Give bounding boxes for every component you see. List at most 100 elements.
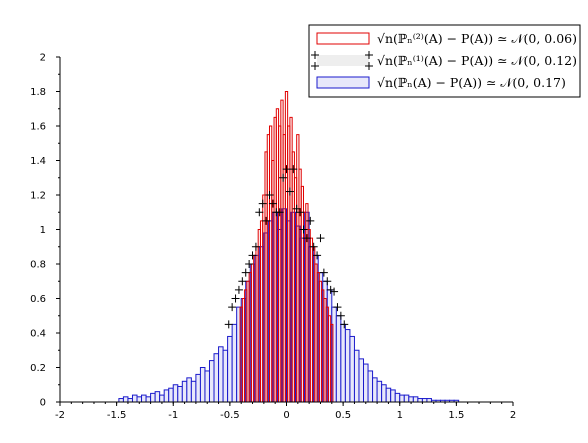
blue-histogram-bar <box>186 377 192 403</box>
blue-histogram-bar <box>335 315 342 403</box>
blue-histogram-bar <box>159 394 165 403</box>
plus-marker <box>241 268 250 277</box>
blue-histogram-bar <box>213 353 220 403</box>
x-tick-label: -0.5 <box>220 410 240 421</box>
blue-histogram-bar <box>408 396 414 403</box>
blue-histogram-bar <box>145 396 152 403</box>
blue-histogram-bar <box>204 370 210 403</box>
plus-marker <box>231 294 240 303</box>
plus-marker <box>292 204 301 213</box>
blue-histogram-bar <box>122 396 129 403</box>
plus-marker <box>340 320 349 329</box>
x-tick-label: 0.5 <box>335 410 351 421</box>
plus-marker <box>333 303 342 312</box>
plus-marker <box>302 234 311 243</box>
blue-histogram-bar <box>208 360 215 403</box>
blue-histogram-bar <box>154 391 161 403</box>
blue-histogram-bar <box>199 367 206 403</box>
y-tick-label: 1 <box>40 225 46 236</box>
blue-histogram-bar <box>177 385 183 403</box>
plus-marker <box>262 216 271 225</box>
blue-histogram-bar <box>381 384 387 403</box>
plus-marker <box>279 173 288 182</box>
blue-histogram-bar <box>222 349 229 403</box>
y-tick-label: 1.2 <box>30 191 46 202</box>
legend-label: √n(ℙₙ(A) − P(A)) ≃ 𝒩(0, 0.17) <box>377 75 566 90</box>
blue-histogram-bar <box>363 363 369 403</box>
x-tick-label: 2 <box>510 410 516 421</box>
y-tick-label: 1.8 <box>30 87 46 98</box>
blue-histogram-bar <box>118 398 124 403</box>
blue-histogram-bar <box>172 384 179 403</box>
legend-label: √n(ℙₙ⁽²⁾(A) − P(A)) ≃ 𝒩(0, 0.06) <box>377 31 577 46</box>
legend-swatch-blue <box>316 76 370 89</box>
plus-marker <box>275 208 284 217</box>
plus-marker <box>268 199 277 208</box>
blue-histogram-bar <box>218 346 224 403</box>
blue-histogram-bar <box>141 394 147 403</box>
blue-histogram-bar <box>367 370 374 403</box>
blue-histogram-bar <box>127 398 133 403</box>
plus-marker <box>248 251 257 260</box>
blue-histogram-bar <box>136 396 143 403</box>
blue-histogram-bar <box>394 392 401 403</box>
plus-marker <box>296 208 305 217</box>
y-tick-label: 0.4 <box>30 329 46 340</box>
plus-marker <box>258 199 267 208</box>
blue-histogram-bar <box>195 373 201 403</box>
y-tick-label: 0.6 <box>30 294 46 305</box>
blue-histogram-bar <box>390 389 396 403</box>
plus-marker <box>289 165 298 174</box>
blue-histogram-bar <box>181 380 188 403</box>
x-tick-label: 1 <box>397 410 403 421</box>
plus-marker <box>330 287 339 296</box>
plus-marker <box>316 234 325 243</box>
blue-histogram-bar <box>190 380 197 403</box>
plus-marker <box>234 285 243 294</box>
legend-entry: √n(ℙₙ⁽¹⁾(A) − P(A)) ≃ 𝒩(0, 0.12) <box>311 51 577 70</box>
x-tick-label: -2 <box>55 410 65 421</box>
blue-histogram-bar <box>340 323 346 403</box>
plot-area <box>118 91 460 403</box>
y-tick-label: 1.4 <box>30 156 46 167</box>
legend: √n(ℙₙ⁽²⁾(A) − P(A)) ≃ 𝒩(0, 0.06) √n(ℙₙ⁽¹⁾… <box>308 24 581 98</box>
blue-histogram-bar <box>412 396 419 403</box>
blue-histogram-bar <box>376 380 383 403</box>
axes: -2 -1.5 -1 -0.5 0 0.5 1 1.5 2 0 0.2 0.4 0.6 0.8 1 1.2 1.… <box>30 53 516 422</box>
plus-marker <box>313 251 322 260</box>
blue-histogram-bar <box>231 323 238 403</box>
blue-histogram-bar <box>403 394 410 403</box>
plus-marker <box>224 320 233 329</box>
y-tick-label: 0 <box>40 398 46 409</box>
plus-marker <box>228 303 237 312</box>
blue-histogram-bar <box>358 358 365 403</box>
plus-marker <box>251 242 260 251</box>
blue-histogram-bar <box>399 394 405 403</box>
legend-label: √n(ℙₙ⁽¹⁾(A) − P(A)) ≃ 𝒩(0, 0.12) <box>377 53 577 68</box>
blue-histogram-bar <box>385 387 392 403</box>
plus-marker <box>282 165 291 174</box>
y-tick-label: 2 <box>40 53 46 64</box>
plus-marker <box>255 208 264 217</box>
plus-marker <box>326 285 335 294</box>
blue-histogram-bar <box>372 377 378 403</box>
plus-marker <box>306 216 315 225</box>
x-tick-label: -1 <box>168 410 178 421</box>
legend-entry: √n(ℙₙ(A) − P(A)) ≃ 𝒩(0, 0.17) <box>316 75 566 90</box>
blue-histogram-bar <box>131 394 138 403</box>
plus-marker <box>265 191 274 199</box>
blue-histogram-bar <box>163 389 170 403</box>
plus-marker <box>319 268 328 277</box>
blue-histogram-bar <box>421 398 428 403</box>
legend-swatch-red <box>316 32 370 45</box>
blue-histogram-bar <box>353 349 360 403</box>
plus-marker <box>299 225 308 234</box>
blue-histogram-bar <box>426 398 432 403</box>
plus-marker <box>285 187 294 196</box>
blue-histogram-bar <box>150 392 156 403</box>
plus-marker <box>323 277 332 286</box>
blue-histogram-bar <box>417 398 423 403</box>
x-tick-label: -1.5 <box>107 410 127 421</box>
x-tick-label: 0 <box>283 410 289 421</box>
